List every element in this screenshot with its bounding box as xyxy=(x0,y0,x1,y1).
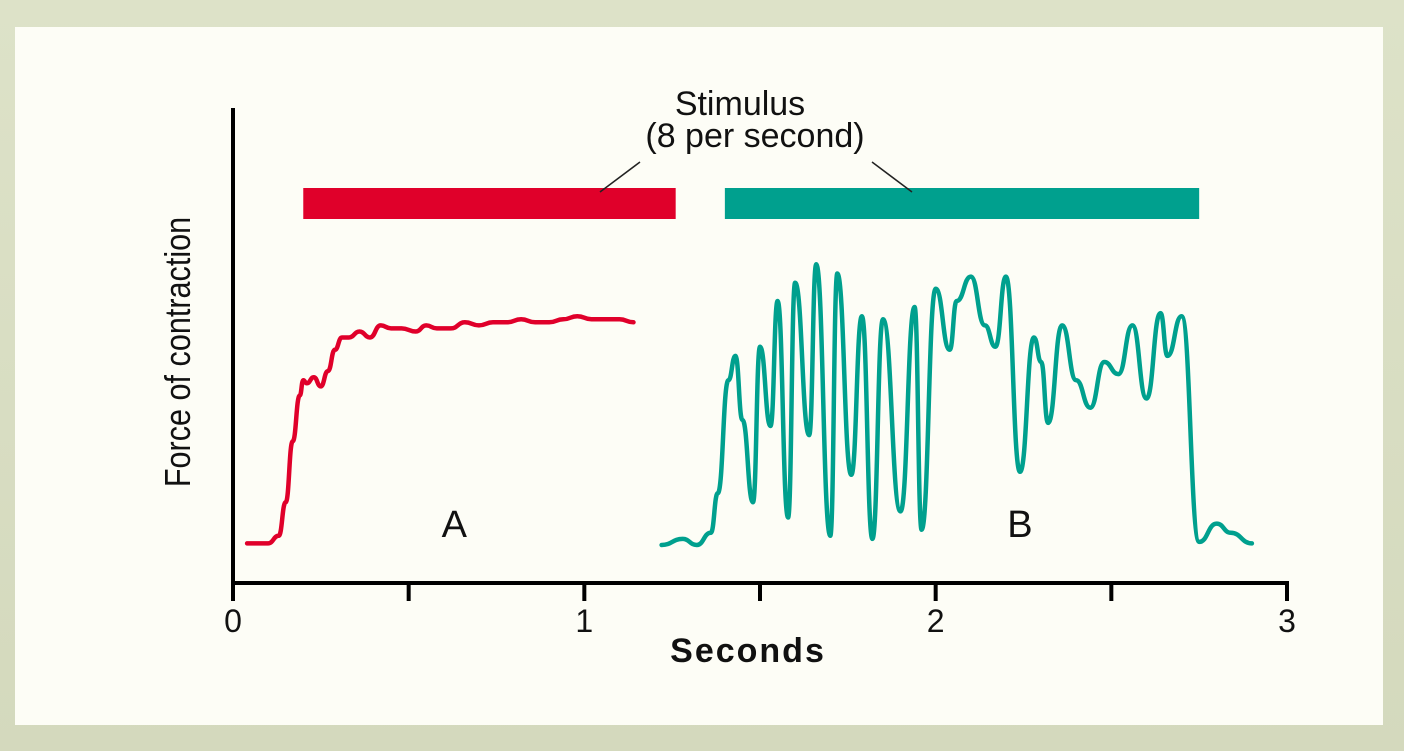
x-tick-label: 1 xyxy=(575,603,593,639)
stimulus-bar-b xyxy=(724,188,1200,219)
stimulus-bar-a xyxy=(303,188,676,219)
y-axis-label: Force of contraction xyxy=(159,217,199,487)
series-line-a xyxy=(244,313,636,546)
x-tick-label: 0 xyxy=(224,603,242,639)
stimulus-label-line1: Stimulus xyxy=(675,85,805,123)
series-annotation-b: B xyxy=(1007,504,1032,546)
x-axis-label: Seconds xyxy=(670,632,826,670)
chart-panel xyxy=(15,27,1383,725)
stimulus-pointer-line xyxy=(871,161,913,193)
series-annotation-a: A xyxy=(442,504,468,546)
series-line-b xyxy=(659,262,1255,548)
stimulus-pointer-line xyxy=(599,161,641,193)
x-tick-label: 2 xyxy=(927,603,945,639)
stimulus-label-line2: (8 per second) xyxy=(645,117,864,155)
x-ticks: 0 1 2 3 xyxy=(224,583,1296,639)
x-tick-label: 3 xyxy=(1278,603,1296,639)
stimulus-layer xyxy=(303,161,1200,219)
